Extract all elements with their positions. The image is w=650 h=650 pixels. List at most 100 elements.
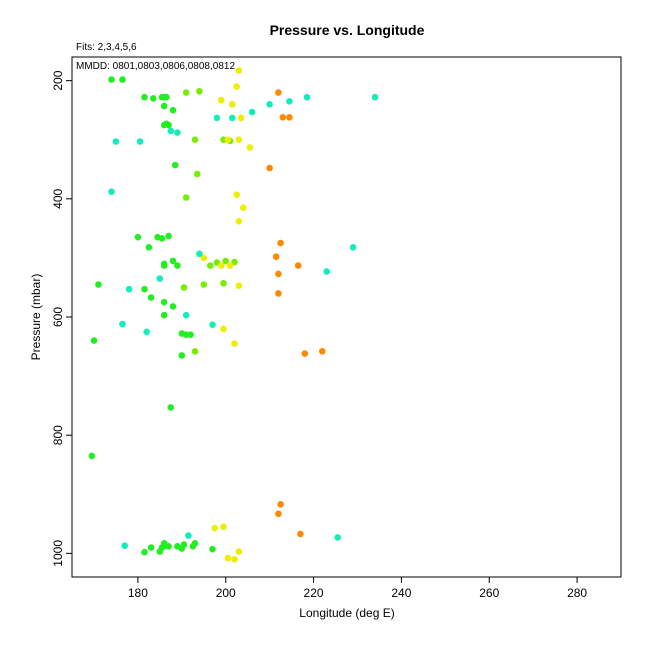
y-axis: 200 400 600 800 1000: [51, 70, 72, 567]
data-point-cyan: [174, 129, 181, 136]
data-point-orange: [277, 239, 284, 247]
x-axis: 180 200 220 240 260 280: [128, 577, 587, 600]
data-point-yellow: [220, 325, 227, 333]
y-tick-label: 800: [51, 425, 65, 445]
data-point-cyan: [143, 328, 150, 336]
data-point-yellow: [224, 136, 232, 143]
data-point-green: [147, 294, 155, 301]
chart-title: Pressure vs. Longitude: [270, 22, 425, 38]
data-point-green: [209, 545, 216, 553]
data-point-orange: [277, 501, 284, 508]
data-point-cyan: [248, 108, 256, 116]
data-point-yellow: [235, 218, 243, 225]
data-point-green: [171, 161, 179, 169]
y-tick-label: 600: [51, 307, 65, 327]
data-point-green: [141, 93, 148, 101]
data-point-green: [180, 541, 188, 548]
data-point-orange: [286, 114, 293, 121]
data-point-cyan: [182, 311, 190, 319]
data-point-orange: [319, 348, 326, 355]
data-point-orange: [275, 270, 282, 278]
data-point-yellow: [200, 254, 208, 262]
data-point-cyan: [286, 98, 293, 105]
data-point-cyan: [136, 138, 144, 145]
data-point-lightgreen: [207, 262, 214, 269]
data-point-lightgreen: [180, 284, 188, 291]
data-point-green: [145, 244, 153, 251]
data-point-yellow: [246, 144, 254, 151]
data-point-yellow: [233, 191, 240, 198]
data-point-yellow: [235, 67, 243, 74]
data-point-cyan: [209, 321, 216, 329]
data-point-orange: [275, 510, 282, 518]
data-point-green: [90, 337, 98, 344]
data-point-green: [187, 331, 194, 339]
data-point-yellow: [237, 114, 245, 122]
data-point-green: [165, 121, 172, 129]
x-tick-label: 220: [304, 586, 324, 600]
data-point-orange: [297, 530, 304, 538]
data-point-green: [165, 543, 172, 550]
data-point-green: [119, 76, 126, 83]
data-point-cyan: [266, 101, 273, 108]
data-point-green: [150, 95, 157, 102]
data-point-green: [169, 257, 177, 265]
data-point-yellow: [224, 554, 232, 562]
x-tick-label: 180: [128, 586, 148, 600]
data-point-cyan: [121, 542, 128, 549]
data-point-green: [174, 262, 181, 269]
data-point-green: [88, 452, 96, 460]
data-point-yellow: [231, 556, 238, 563]
data-point-cyan: [371, 93, 379, 101]
data-point-green: [167, 404, 175, 411]
data-point-lightgreen: [191, 136, 199, 143]
data-point-green: [165, 232, 172, 240]
data-points: [88, 67, 379, 563]
data-point-yellow: [211, 524, 218, 532]
data-point-cyan: [349, 244, 357, 251]
data-point-lightgreen: [200, 281, 208, 288]
data-point-orange: [272, 253, 280, 260]
data-point-lightgreen: [193, 170, 201, 178]
x-tick-label: 260: [479, 586, 499, 600]
data-point-cyan: [119, 320, 126, 328]
data-point-green: [169, 303, 177, 310]
data-point-yellow: [231, 340, 238, 347]
mmdd-note: MMDD: 0801,0803,0806,0808,0812: [76, 61, 235, 72]
data-point-green: [134, 233, 142, 241]
data-point-lightgreen: [182, 194, 190, 201]
data-point-orange: [266, 164, 273, 172]
data-point-cyan: [334, 534, 342, 541]
data-point-green: [147, 544, 155, 551]
data-point-yellow: [229, 101, 236, 108]
data-point-cyan: [196, 250, 203, 258]
fits-note: Fits: 2,3,4,5,6: [76, 42, 137, 53]
data-point-yellow: [220, 523, 227, 531]
data-point-green: [108, 76, 115, 83]
data-point-lightgreen: [220, 280, 227, 287]
x-tick-label: 240: [391, 586, 411, 600]
y-tick-label: 1000: [51, 540, 65, 567]
y-axis-label: Pressure (mbar): [29, 274, 43, 361]
data-point-yellow: [233, 83, 240, 90]
data-point-cyan: [303, 93, 311, 101]
data-point-cyan: [108, 188, 115, 195]
data-point-yellow: [235, 282, 243, 290]
data-point-green: [178, 352, 186, 359]
data-point-green: [95, 281, 102, 288]
data-point-green: [160, 262, 168, 269]
data-point-orange: [275, 290, 282, 297]
data-point-orange: [294, 262, 302, 269]
data-point-cyan: [185, 532, 192, 539]
data-point-green: [141, 285, 148, 293]
x-tick-label: 200: [216, 586, 236, 600]
x-tick-label: 280: [567, 586, 587, 600]
data-point-lightgreen: [231, 258, 238, 266]
data-point-green: [163, 93, 170, 101]
data-point-cyan: [323, 268, 331, 275]
plot-frame: [71, 56, 622, 578]
data-point-cyan: [156, 275, 164, 282]
data-point-green: [141, 548, 148, 556]
data-point-lightgreen: [182, 89, 190, 96]
data-point-cyan: [213, 114, 221, 122]
